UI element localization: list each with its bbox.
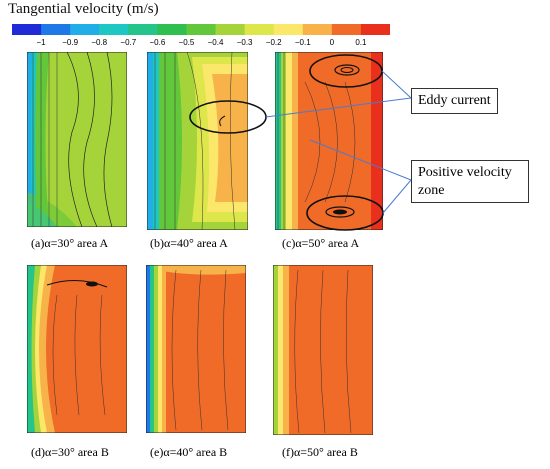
colorbar-title: Tangential velocity (m/s) (8, 1, 159, 17)
contour-a (27, 52, 127, 227)
colorbar-segment (157, 24, 187, 35)
colorbar-segment (12, 24, 42, 35)
panel-a (27, 52, 127, 227)
panel-b (147, 52, 248, 230)
colorbar-tick-label: −1 (36, 38, 46, 47)
colorbar-segment (70, 24, 100, 35)
panel-c (275, 52, 383, 230)
colorbar-segment (331, 24, 362, 35)
colorbar-tick-label: −0.2 (265, 38, 282, 47)
colorbar-segment (273, 24, 304, 35)
callout-eddy-current: Eddy current (411, 88, 498, 114)
colorbar-tick-label: 0 (329, 38, 335, 47)
panel-d (27, 265, 127, 433)
colorbar-segment (128, 24, 158, 35)
caption-f: (f)α=50° area B (282, 445, 358, 459)
caption-e: (e)α=40° area B (150, 445, 228, 459)
colorbar (12, 24, 390, 35)
colorbar-segment (99, 24, 129, 35)
contour-d (27, 265, 127, 433)
colorbar-tick-label: −0.6 (149, 38, 166, 47)
colorbar-tick-label: −0.7 (120, 38, 137, 47)
contour-c (275, 52, 383, 230)
caption-c: (c)α=50° area A (282, 236, 360, 250)
colorbar-tick-label: −0.1 (294, 38, 311, 47)
caption-d: (d)α=30° area B (31, 445, 109, 459)
panel-f (273, 265, 373, 435)
colorbar-segment (215, 24, 246, 35)
callout-positive-velocity-label: Positive velocity zone (418, 165, 512, 198)
panel-e (146, 265, 246, 433)
colorbar-tick-label: −0.9 (62, 38, 79, 47)
contour-b (147, 52, 248, 230)
contour-e (146, 265, 246, 433)
colorbar-segment (41, 24, 71, 35)
callout-positive-velocity: Positive velocity zone (411, 160, 529, 203)
colorbar-tick-label: −0.3 (236, 38, 253, 47)
contour-f (273, 265, 373, 435)
colorbar-segment (302, 24, 333, 35)
colorbar-tick-label: −0.4 (207, 38, 224, 47)
colorbar-segment (186, 24, 217, 35)
colorbar-segment (360, 24, 390, 35)
callout-eddy-current-label: Eddy current (418, 93, 491, 108)
colorbar-segment (244, 24, 275, 35)
colorbar-tick-label: −0.5 (178, 38, 195, 47)
colorbar-tick-label: 0.1 (355, 38, 367, 47)
caption-a: (a)α=30° area A (31, 236, 109, 250)
caption-b: (b)α=40° area A (150, 236, 228, 250)
colorbar-tick-label: −0.8 (91, 38, 108, 47)
